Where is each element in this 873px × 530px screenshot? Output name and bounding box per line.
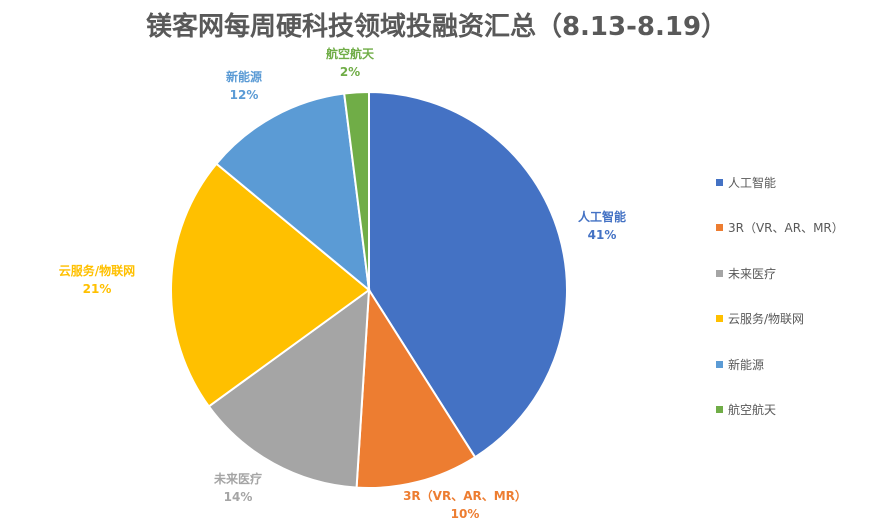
pie-slice-1 — [368, 90, 568, 459]
legend-swatch — [716, 178, 723, 186]
legend-label: 新能源 — [728, 357, 765, 372]
slice-category-label-6: 航空航天 — [326, 46, 375, 61]
legend-label: 3R（VR、AR、MR） — [728, 221, 844, 236]
legend-swatch — [716, 360, 723, 368]
slice-percent-label-5: 12% — [230, 88, 259, 102]
legend-swatch — [716, 315, 723, 323]
slice-category-label-3: 未来医疗 — [213, 471, 262, 486]
legend-swatch — [716, 406, 723, 414]
legend-label: 未来医疗 — [728, 266, 777, 281]
pie-slices — [169, 90, 568, 489]
legend-label: 航空航天 — [728, 403, 777, 418]
pie-data-labels: 人工智能 41% 3R（VR、AR、MR） 10% 未来医疗 14% 云服务/物联网 21% 新… — [59, 46, 626, 521]
slice-category-label-5: 新能源 — [226, 69, 262, 84]
slice-category-label-2: 3R（VR、AR、MR） — [403, 488, 527, 503]
legend-item-2: 3R（VR、AR、MR） — [716, 218, 866, 238]
legend-item-1: 人工智能 — [716, 172, 866, 192]
chart-title: 镁客网每周硬科技领域投融资汇总（8.13-8.19） — [145, 12, 728, 42]
pie-slice-3 — [207, 287, 371, 489]
slice-percent-label-2: 10% — [451, 507, 480, 521]
slice-category-label-4: 云服务/物联网 — [59, 263, 135, 278]
slice-percent-label-6: 2% — [340, 65, 360, 79]
pie-slice-4 — [169, 162, 371, 408]
slice-percent-label-3: 14% — [224, 490, 253, 504]
pie-slice-6 — [343, 90, 370, 291]
pie-slice-2 — [355, 286, 477, 489]
legend-item-3: 未来医疗 — [716, 263, 866, 283]
legend-item-4: 云服务/物联网 — [716, 309, 866, 329]
legend-label: 云服务/物联网 — [728, 312, 805, 327]
slice-percent-label-4: 21% — [83, 282, 112, 296]
pie-slice-5 — [215, 92, 371, 293]
legend-swatch — [716, 269, 723, 277]
legend-item-5: 新能源 — [716, 354, 866, 374]
legend-swatch — [716, 224, 723, 232]
chart-legend: 人工智能 3R（VR、AR、MR） 未来医疗云服务/物联网 新能源航空航天 — [716, 172, 866, 446]
legend-item-6: 航空航天 — [716, 400, 866, 420]
slice-category-label-1: 人工智能 — [578, 209, 626, 224]
legend-label: 人工智能 — [728, 175, 777, 190]
slice-percent-label-1: 41% — [588, 228, 617, 242]
